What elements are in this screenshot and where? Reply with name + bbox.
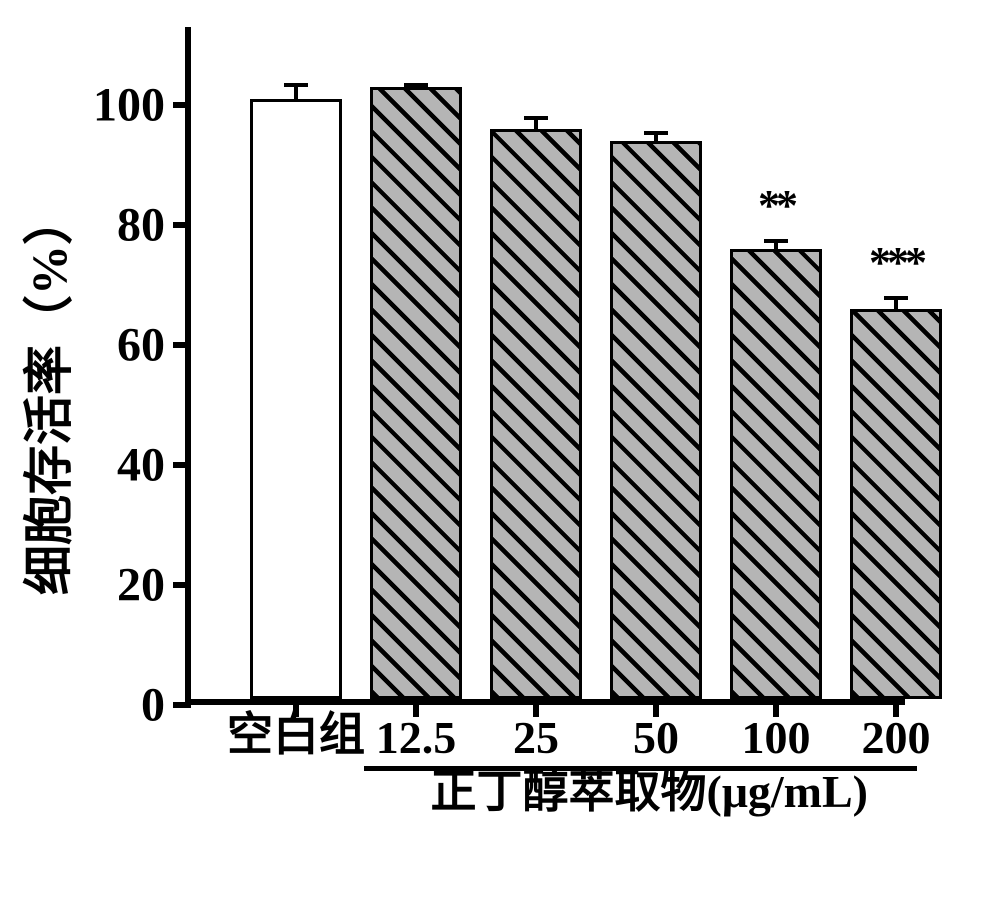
y-tick (173, 222, 191, 228)
bar-chart-container: 细胞存活率（%） 020406080100空白组12.52550100**200… (55, 15, 975, 905)
significance-label: ** (758, 180, 794, 231)
bar (490, 129, 582, 699)
y-tick (173, 342, 191, 348)
error-bar (284, 83, 308, 101)
y-tick (173, 582, 191, 588)
bar (370, 87, 462, 699)
x-tick-label: 空白组 (227, 698, 365, 764)
bar (850, 309, 942, 699)
error-bar (524, 116, 548, 131)
error-bar-cap (524, 116, 548, 120)
y-tick-label: 80 (117, 198, 165, 253)
y-tick-label: 0 (141, 678, 165, 733)
y-tick (173, 102, 191, 108)
x-axis-group-label: 正丁醇萃取物(μg/mL) (431, 755, 869, 821)
x-tick-label: 200 (862, 711, 931, 764)
y-tick-label: 40 (117, 438, 165, 493)
error-bar-cap (404, 83, 428, 87)
y-axis-label: 细胞存活率（%） (9, 195, 81, 595)
error-bar (644, 131, 668, 143)
plot-area: 020406080100空白组12.52550100**200***正丁醇萃取物… (185, 45, 905, 705)
error-bar (764, 239, 788, 251)
error-bar-cap (764, 239, 788, 243)
significance-label: *** (869, 237, 923, 288)
y-tick-label: 60 (117, 318, 165, 373)
error-bar (884, 296, 908, 311)
bar (250, 99, 342, 699)
error-bar-cap (284, 83, 308, 87)
y-tick (173, 702, 191, 708)
axis-top-tick (185, 27, 191, 45)
y-tick (173, 462, 191, 468)
y-tick-label: 100 (93, 78, 165, 133)
error-bar (404, 83, 428, 89)
error-bar-cap (644, 131, 668, 135)
bar (730, 249, 822, 699)
error-bar-cap (884, 296, 908, 300)
bar (610, 141, 702, 699)
y-tick-label: 20 (117, 558, 165, 613)
